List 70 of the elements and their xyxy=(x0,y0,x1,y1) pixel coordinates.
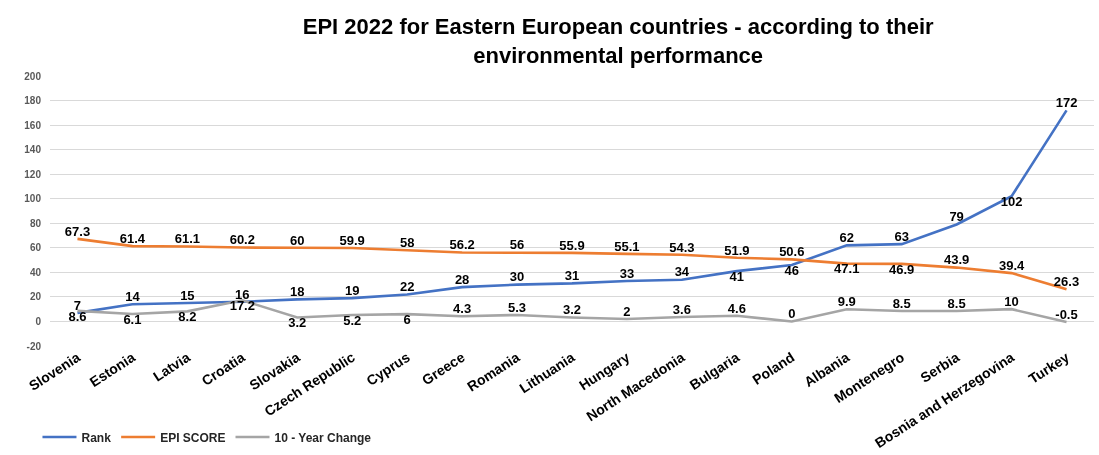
data-label: 47.1 xyxy=(834,261,860,277)
y-tick-label: 40 xyxy=(29,266,42,278)
data-label: 41 xyxy=(729,268,745,284)
data-label: 46.9 xyxy=(889,261,915,277)
data-label: 43.9 xyxy=(943,252,970,268)
legend-label: Rank xyxy=(81,430,112,445)
data-label: 8.5 xyxy=(892,295,911,311)
data-label: 18 xyxy=(290,284,305,300)
data-label: 61.1 xyxy=(174,231,201,247)
data-label: 33 xyxy=(619,265,635,281)
data-label: 3.2 xyxy=(288,315,307,331)
data-label: 5.2 xyxy=(343,312,362,328)
data-label: 8.5 xyxy=(947,295,966,311)
legend-label: 10 - Year Change xyxy=(274,430,372,445)
y-tick-label: 160 xyxy=(24,119,42,131)
y-tick-label: 180 xyxy=(24,95,42,107)
y-tick-label: 80 xyxy=(29,217,42,229)
y-tick-label: 120 xyxy=(24,168,42,180)
data-label: 30 xyxy=(509,269,525,285)
data-label: 60.2 xyxy=(229,232,255,248)
data-label: 56 xyxy=(509,237,525,253)
data-label: 39.4 xyxy=(998,257,1025,273)
y-tick-label: 20 xyxy=(29,291,42,303)
data-label: 172 xyxy=(1055,95,1078,111)
legend-label: EPI SCORE xyxy=(160,430,226,445)
data-label: 60 xyxy=(290,232,305,248)
data-label: 4.6 xyxy=(727,300,746,316)
data-label: -0.5 xyxy=(1055,306,1078,322)
data-label: 14 xyxy=(125,289,141,305)
data-label: 50.6 xyxy=(779,244,805,260)
data-label: 2 xyxy=(623,303,631,319)
y-tick-label: -20 xyxy=(26,340,42,352)
data-label: 3.6 xyxy=(672,301,691,317)
y-tick-label: 140 xyxy=(24,144,42,156)
data-label: 26.3 xyxy=(1053,273,1080,289)
data-label: 3.2 xyxy=(562,302,582,318)
y-tick-label: 60 xyxy=(29,242,42,254)
data-label: 15 xyxy=(180,287,195,303)
data-label: 58 xyxy=(399,235,415,251)
data-label: 62 xyxy=(839,230,854,246)
data-label: 63 xyxy=(894,228,909,244)
data-label: 5.3 xyxy=(508,299,527,315)
data-label: 55.1 xyxy=(614,238,640,254)
data-label: 28 xyxy=(454,271,470,287)
y-tick-label: 200 xyxy=(24,70,42,82)
data-label: 6.1 xyxy=(123,311,142,327)
data-label: 67.3 xyxy=(64,223,91,239)
data-label: 46 xyxy=(784,262,800,278)
data-label: 8.2 xyxy=(178,309,197,325)
data-label: 6 xyxy=(403,311,411,327)
data-label: 34 xyxy=(674,264,690,280)
data-label: 4.3 xyxy=(453,300,472,316)
y-tick-label: 0 xyxy=(35,315,42,327)
data-label: 102 xyxy=(1000,194,1023,210)
data-label: 79 xyxy=(949,209,964,225)
data-label: 55.9 xyxy=(559,237,585,253)
y-tick-label: 100 xyxy=(24,193,42,205)
data-label: 31 xyxy=(564,268,580,284)
data-label: 59.9 xyxy=(339,232,365,248)
data-label: 7 xyxy=(73,297,82,313)
data-label: 56.2 xyxy=(449,237,475,253)
data-label: 54.3 xyxy=(669,239,695,255)
data-label: 61.4 xyxy=(119,230,146,246)
chart-title: EPI 2022 for Eastern European countries - according to their environmental performance xyxy=(302,14,935,68)
data-label: 22 xyxy=(399,279,415,295)
data-label: 9.9 xyxy=(837,294,856,310)
data-label: 51.9 xyxy=(724,242,750,258)
data-label: 10 xyxy=(1004,293,1019,309)
data-label: 19 xyxy=(344,282,360,298)
data-label: 0 xyxy=(788,306,796,322)
